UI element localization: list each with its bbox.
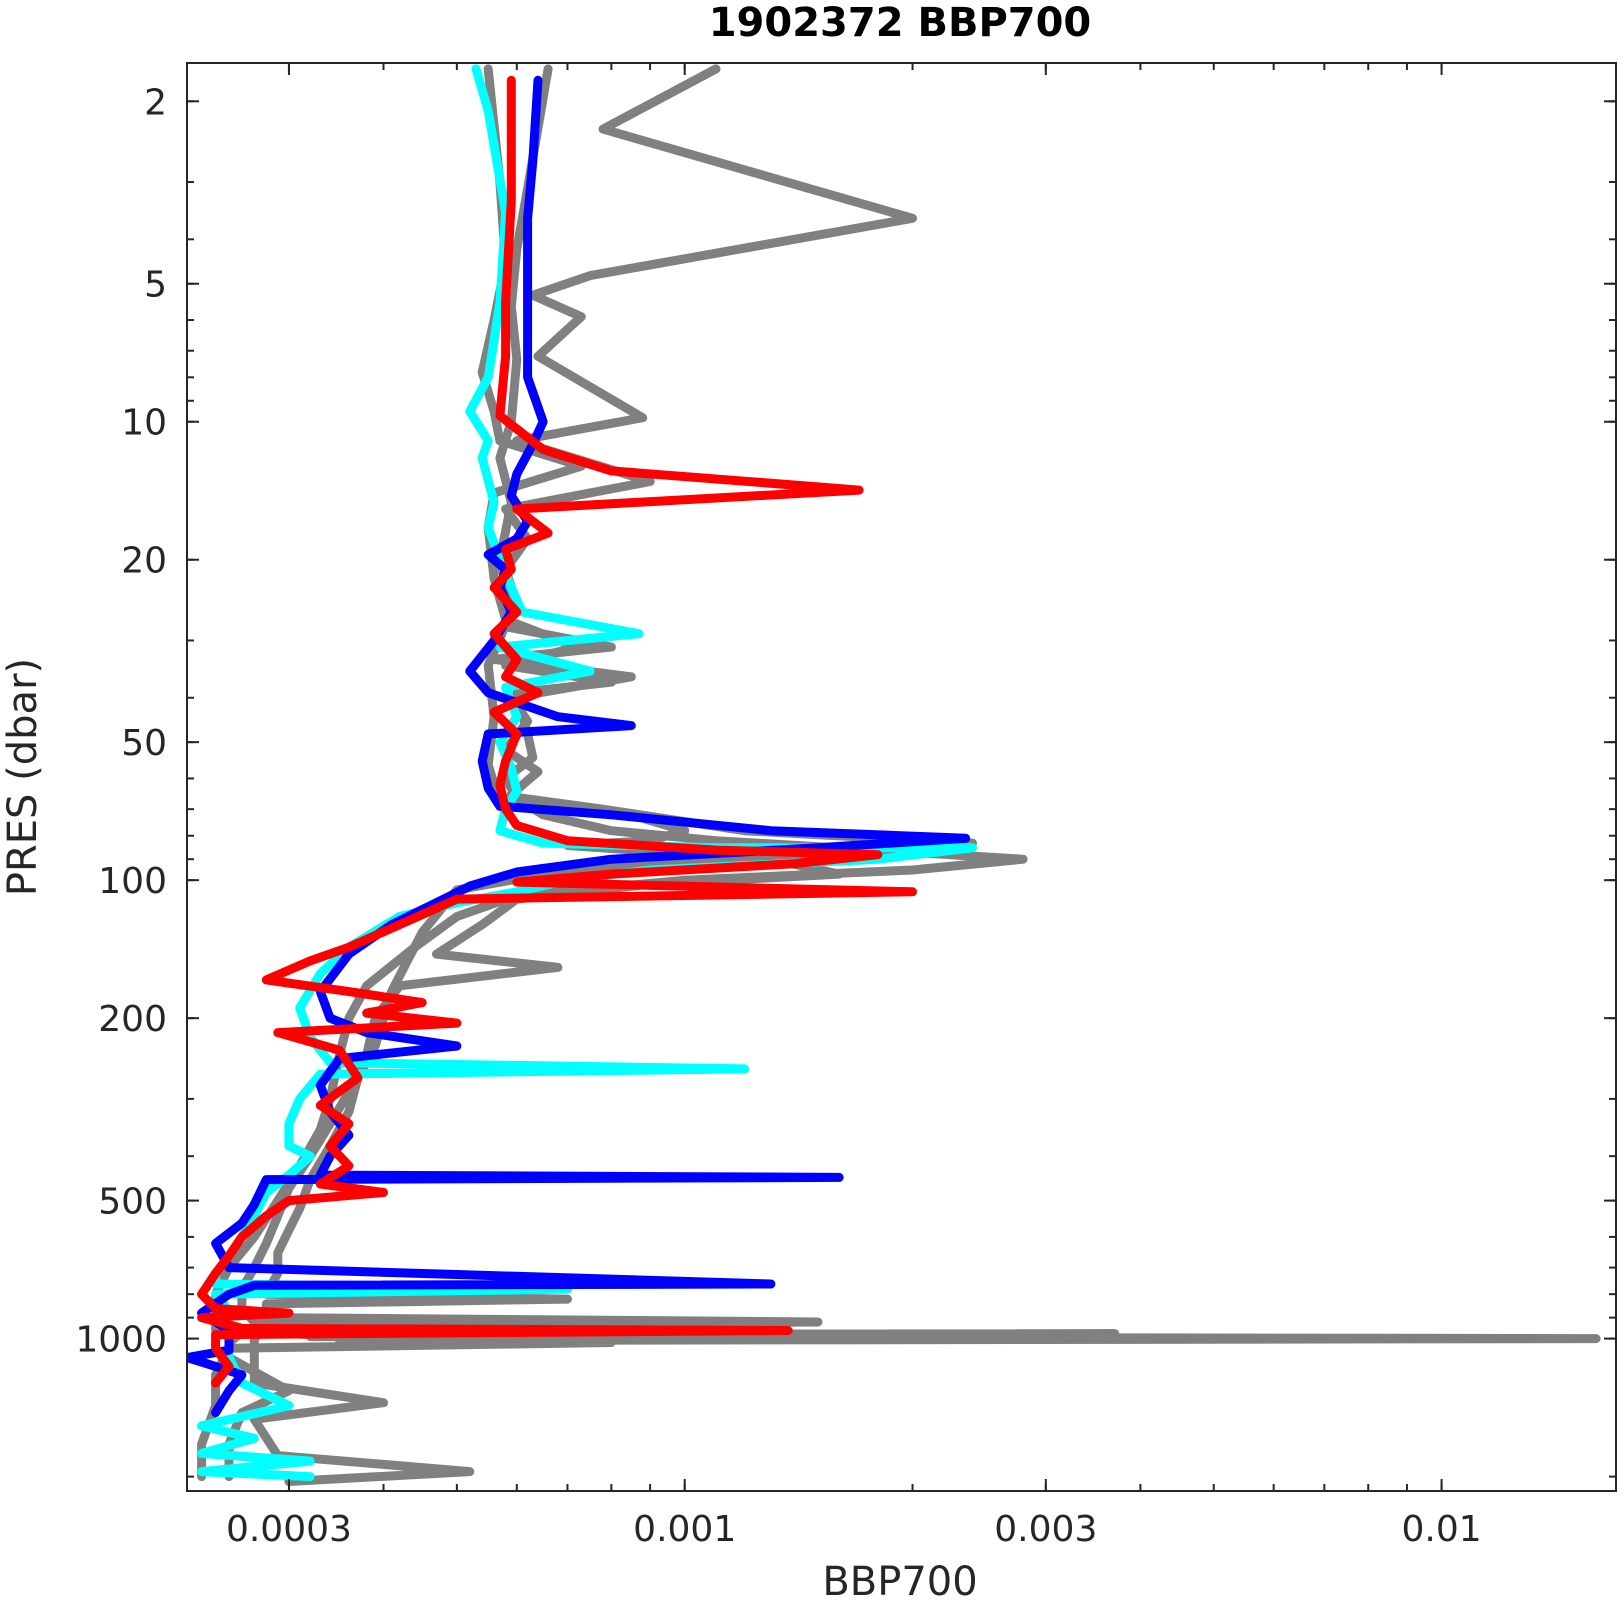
chart-title: 1902372 BBP700 xyxy=(709,0,1092,46)
y-tick-label: 2 xyxy=(144,82,167,123)
x-tick-label: 0.003 xyxy=(994,1509,1097,1550)
x-tick-label: 0.0003 xyxy=(226,1509,352,1550)
y-tick-label: 1000 xyxy=(75,1320,167,1361)
y-axis-label: PRES (dbar) xyxy=(0,658,46,896)
x-axis-label: BBP700 xyxy=(822,1559,977,1605)
plot-frame xyxy=(186,62,1617,1492)
x-tick-label: 0.001 xyxy=(633,1509,736,1550)
y-tick-label: 200 xyxy=(98,999,167,1040)
series-line-6 xyxy=(197,75,917,1388)
y-tick-label: 10 xyxy=(121,403,167,444)
series-line-1 xyxy=(197,64,1601,1482)
series-line-5 xyxy=(187,75,971,1418)
y-tick-label: 500 xyxy=(98,1182,167,1223)
x-tick-label: 0.01 xyxy=(1402,1509,1482,1550)
y-tick-label: 50 xyxy=(121,723,167,764)
y-tick-label: 5 xyxy=(144,265,167,306)
y-tick-label: 20 xyxy=(121,541,167,582)
ticks-layer: 2 5 10 20 50 100 200 500 1000 0.0003 0.001 0.003 0.0… xyxy=(75,63,1616,1550)
y-tick-label: 100 xyxy=(98,861,167,902)
series-layer xyxy=(187,64,1601,1486)
